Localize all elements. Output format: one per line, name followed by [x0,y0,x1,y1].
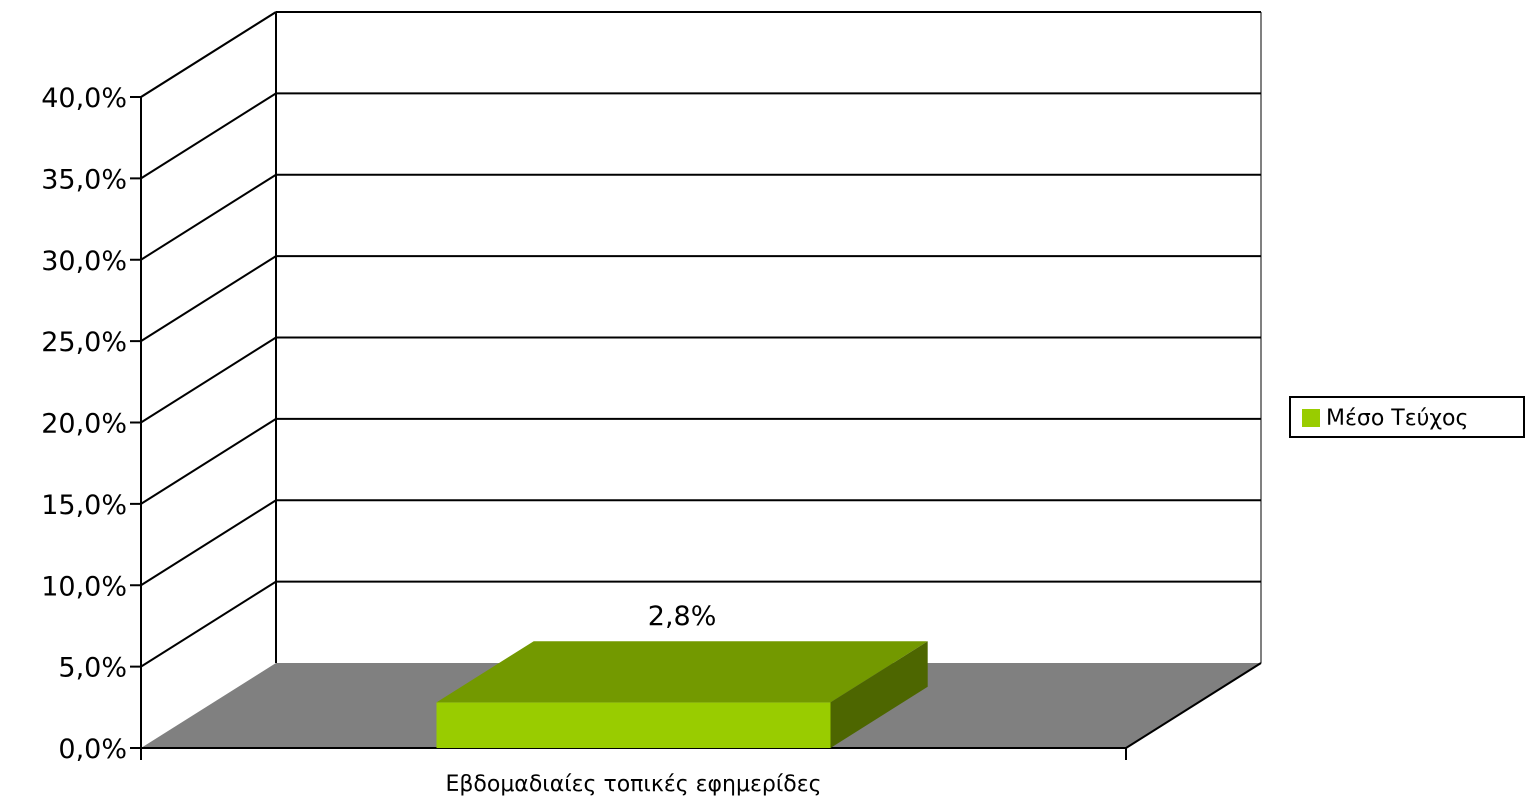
y-tick-label-1: 5,0% [58,653,127,684]
floor-right-edge [1125,662,1262,749]
legend-label-0: Μέσο Τεύχος [1326,406,1468,431]
gridline-side-2 [140,499,277,587]
y-tick-label-8: 40,0% [41,83,127,114]
bar-front-face [436,702,831,748]
data-label-0-0: 2,8% [648,601,717,632]
bars [436,641,928,748]
bar-top-face [436,641,928,703]
y-tick-label-5: 25,0% [41,327,127,358]
y-tick-label-0: 0,0% [58,734,127,765]
bar-0-0 [436,641,928,748]
gridline-side-8 [140,11,277,98]
y-tick-label-7: 35,0% [41,164,127,195]
y-tick-label-6: 30,0% [41,246,127,277]
y-tick-label-2: 10,0% [41,571,127,602]
legend-box [1289,396,1525,438]
gridlines [140,11,1261,668]
x-axis-ticks: Εβδομαδιαίες τοπικές εφημερίδες [140,748,1127,797]
bar-side-face [830,641,928,748]
gridline-side-5 [140,255,277,342]
y-tick-label-4: 20,0% [41,409,127,440]
gridline-side-4 [140,336,277,424]
legend: Μέσο Τεύχος [1289,396,1525,438]
legend-swatch-0 [1302,409,1320,427]
data-labels: 2,8% [648,601,717,632]
gridline-side-3 [140,418,277,505]
y-tick-label-3: 15,0% [41,490,127,521]
y-axis-ticks: 0,0% 5,0% 10,0% 15,0% 20,0% 25,0% 30,0% 35,0% 40… [41,83,141,765]
gridline-side-7 [140,92,277,180]
gridline-side-1 [140,580,277,668]
x-tick-label-0: Εβδομαδιαίες τοπικές εφημερίδες [445,772,821,797]
gridline-side-6 [140,173,277,261]
